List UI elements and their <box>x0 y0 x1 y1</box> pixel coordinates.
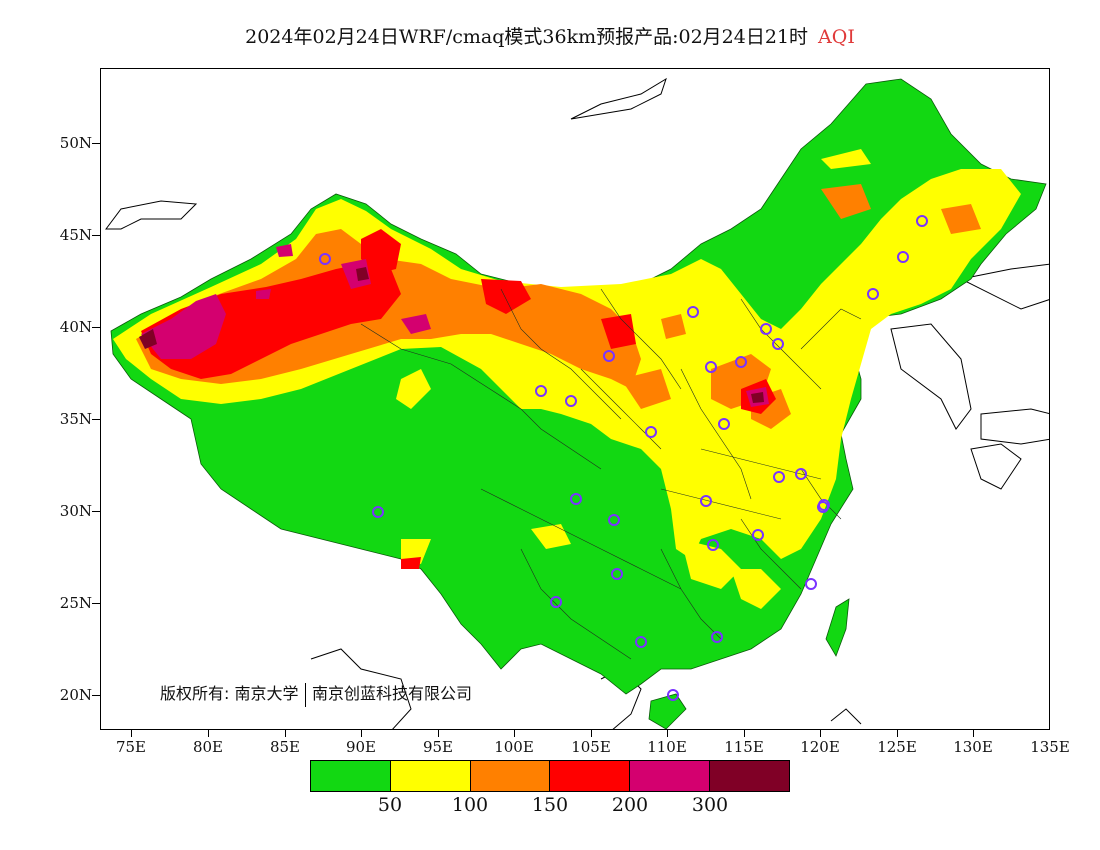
lat-label-30n: 30N <box>59 502 92 520</box>
lat-tick <box>92 327 100 328</box>
lat-label-35n: 35N <box>59 410 92 428</box>
lon-tick <box>744 730 745 737</box>
lon-label-105e: 105E <box>571 738 611 756</box>
copyright-separator <box>304 682 307 707</box>
lon-label-100e: 100E <box>494 738 534 756</box>
legend-label-150: 150 <box>531 794 569 816</box>
legend-swatch-good <box>311 761 391 791</box>
legend-swatch-usg <box>470 761 551 791</box>
lon-tick <box>897 730 898 737</box>
lon-label-125e: 125E <box>877 738 917 756</box>
lat-label-20n: 20N <box>59 686 92 704</box>
lon-label-115e: 115E <box>724 738 764 756</box>
hainan <box>648 693 687 729</box>
lat-tick <box>92 511 100 512</box>
lon-label-75e: 75E <box>115 738 147 756</box>
lat-tick <box>92 419 100 420</box>
lon-tick <box>820 730 821 737</box>
lon-label-95e: 95E <box>422 738 454 756</box>
copyright-notice: 版权所有: 南京大学 南京创蓝科技有限公司 <box>160 680 472 707</box>
lat-tick <box>92 143 100 144</box>
lat-label-40n: 40N <box>59 318 92 336</box>
province-boundaries <box>360 288 862 660</box>
title-main: 2024年02月24日WRF/cmaq模式36km预报产品:02月24日21时 <box>245 26 809 48</box>
lon-label-130e: 130E <box>953 738 993 756</box>
legend-label-100: 100 <box>451 794 489 816</box>
neighbor-coastlines <box>105 77 1049 729</box>
lat-tick <box>92 235 100 236</box>
taiwan <box>825 598 850 657</box>
lat-label-50n: 50N <box>59 134 92 152</box>
map-title: 2024年02月24日WRF/cmaq模式36km预报产品:02月24日21时 A… <box>0 22 1100 49</box>
lon-tick <box>208 730 209 737</box>
map-frame <box>100 68 1050 730</box>
copyright-prefix: 版权所有: <box>160 684 230 703</box>
legend-swatch-moderate <box>390 761 471 791</box>
copyright-org1: 南京大学 <box>234 684 299 703</box>
lon-tick <box>285 730 286 737</box>
copyright-org2: 南京创蓝科技有限公司 <box>312 684 473 703</box>
region-unhealthy <box>141 229 776 569</box>
legend-label-50: 50 <box>377 794 403 816</box>
color-legend <box>310 760 790 792</box>
lon-tick <box>973 730 974 737</box>
lat-label-25n: 25N <box>59 594 92 612</box>
lat-label-45n: 45N <box>59 226 92 244</box>
lon-label-85e: 85E <box>269 738 301 756</box>
legend-swatch-very-unhealthy <box>630 761 711 791</box>
lon-label-135e: 135E <box>1030 738 1070 756</box>
legend-label-200: 200 <box>611 794 649 816</box>
lon-tick <box>667 730 668 737</box>
region-hazardous <box>139 267 764 403</box>
lon-tick <box>591 730 592 737</box>
lon-tick <box>361 730 362 737</box>
legend-swatch-unhealthy <box>550 761 631 791</box>
aqi-map <box>105 77 1049 729</box>
legend-swatch-hazardous <box>710 761 789 791</box>
lon-label-120e: 120E <box>800 738 840 756</box>
lon-label-110e: 110E <box>647 738 687 756</box>
title-variable: AQI <box>818 26 855 48</box>
lat-tick <box>92 603 100 604</box>
legend-label-300: 300 <box>691 794 729 816</box>
lon-tick <box>131 730 132 737</box>
lon-tick <box>514 730 515 737</box>
lon-label-90e: 90E <box>345 738 377 756</box>
lon-label-80e: 80E <box>192 738 224 756</box>
lon-tick <box>438 730 439 737</box>
station-markers <box>319 215 928 701</box>
lat-tick <box>92 695 100 696</box>
